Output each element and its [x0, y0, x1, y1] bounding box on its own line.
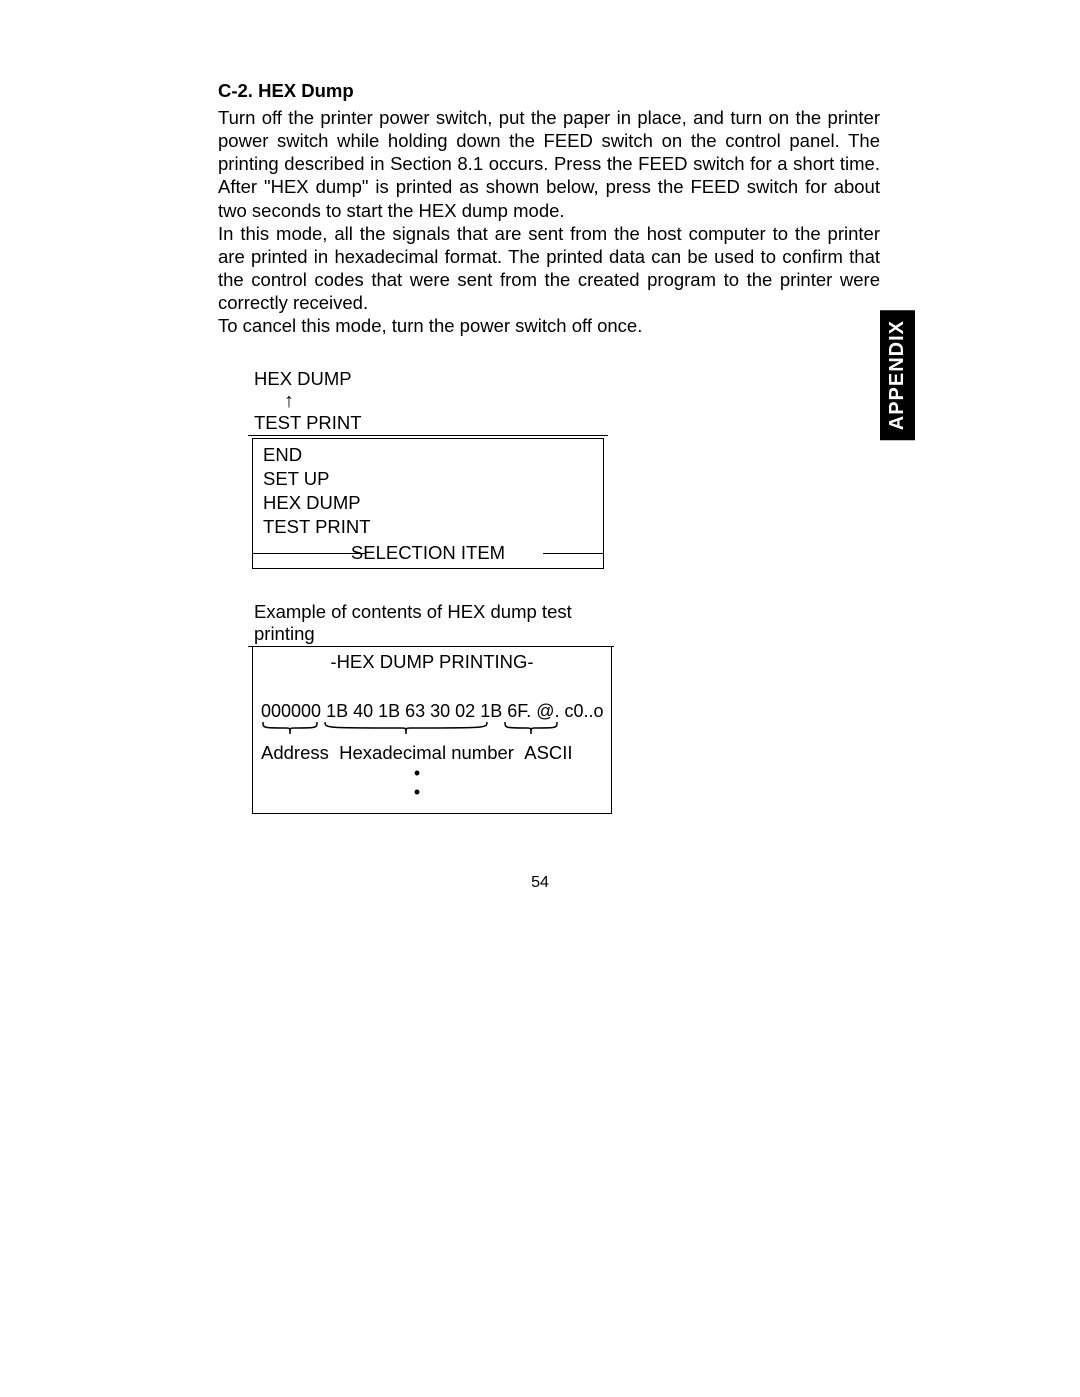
hex-labels-line: Address Hexadecimal number ASCII [261, 742, 603, 764]
brace-row [261, 720, 603, 740]
continuation-dot: • [261, 764, 603, 784]
example-block: Example of contents of HEX dump test pri… [248, 601, 880, 815]
selection-item-row: SELECTION ITEM [253, 542, 603, 566]
paragraph-2: In this mode, all the signals that are s… [218, 222, 880, 315]
menu-items: END SET UP HEX DUMP TEST PRINT [253, 443, 603, 541]
hex-data-line: 000000 1B 40 1B 63 30 02 1B 6F. @. c0..o [261, 701, 603, 722]
selection-menu-box: END SET UP HEX DUMP TEST PRINT SELECTION… [252, 438, 604, 568]
divider-line [543, 553, 603, 555]
paragraph-3: To cancel this mode, turn the power swit… [218, 314, 880, 337]
menu-item-testprint: TEST PRINT [263, 515, 593, 539]
example-caption: Example of contents of HEX dump test pri… [248, 601, 614, 647]
brace-icon [323, 720, 489, 738]
hex-dump-example-box: -HEX DUMP PRINTING- 000000 1B 40 1B 63 3… [252, 647, 612, 815]
menu-item-setup: SET UP [263, 467, 593, 491]
brace-icon [503, 720, 559, 738]
menu-block: HEX DUMP ↑ TEST PRINT END SET UP HEX DUM… [248, 367, 880, 568]
section-heading: C-2. HEX Dump [218, 80, 880, 102]
continuation-dot: • [261, 783, 603, 803]
menu-test-print: TEST PRINT [248, 411, 608, 436]
brace-icon [261, 720, 319, 738]
hex-dump-box-title: -HEX DUMP PRINTING- [261, 651, 603, 673]
menu-item-hexdump: HEX DUMP [263, 491, 593, 515]
up-arrow-icon: ↑ [248, 391, 880, 411]
page: C-2. HEX Dump Turn off the printer power… [0, 0, 1080, 1397]
menu-hex-dump: HEX DUMP [248, 367, 880, 391]
paragraph-1: Turn off the printer power switch, put t… [218, 106, 880, 222]
page-number: 54 [0, 874, 1080, 892]
menu-item-end: END [263, 443, 593, 467]
appendix-side-tab: APPENDIX [880, 310, 915, 440]
